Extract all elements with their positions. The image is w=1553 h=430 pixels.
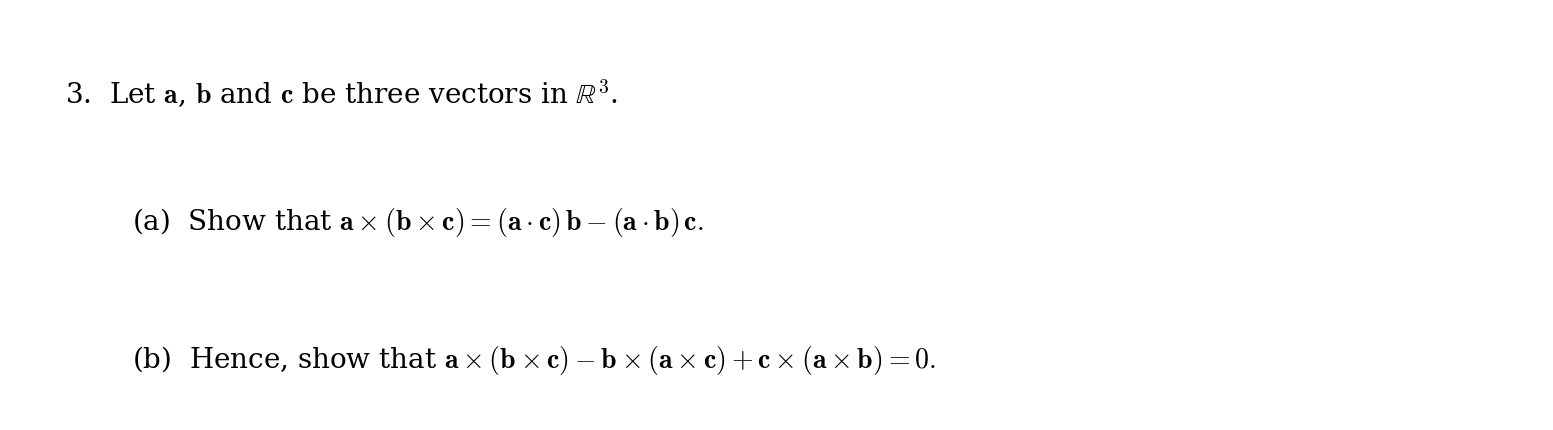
Text: (b)  Hence, show that $\mathbf{a} \times (\mathbf{b} \times \mathbf{c}) - \mathb: (b) Hence, show that $\mathbf{a} \times … <box>132 344 936 377</box>
Text: 3.  Let $\mathbf{a}$, $\mathbf{b}$ and $\mathbf{c}$ be three vectors in $\mathbb: 3. Let $\mathbf{a}$, $\mathbf{b}$ and $\… <box>65 77 618 110</box>
Text: (a)  Show that $\mathbf{a} \times (\mathbf{b} \times \mathbf{c}) = (\mathbf{a} \: (a) Show that $\mathbf{a} \times (\mathb… <box>132 206 704 240</box>
